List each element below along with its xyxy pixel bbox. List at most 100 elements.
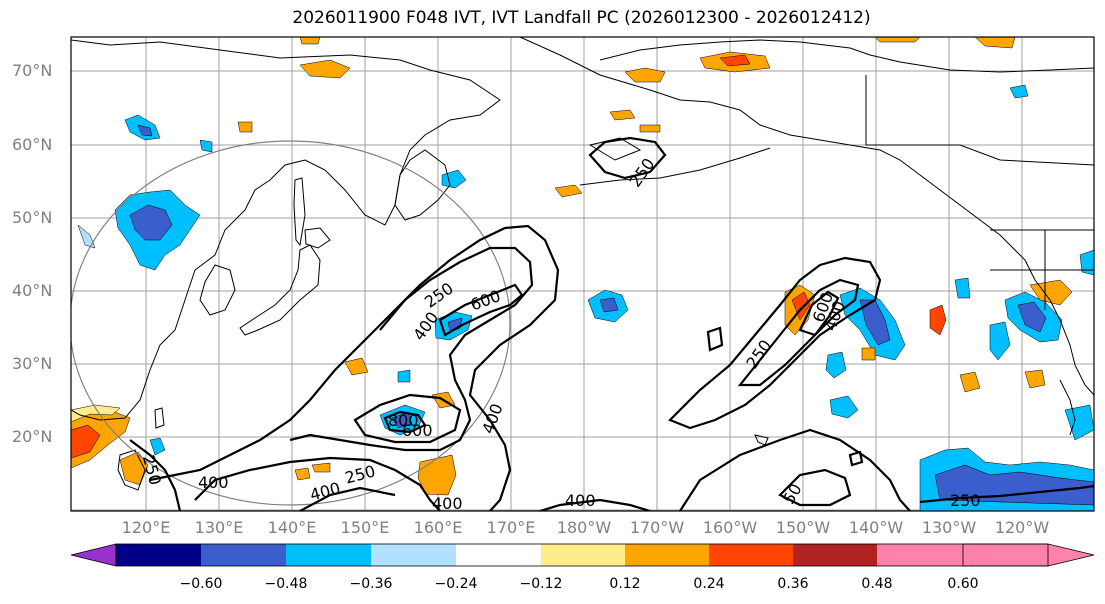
- lon-label: 170°E: [486, 518, 536, 537]
- ivt-contours: [129, 136, 1094, 511]
- colorbar-extend-right: [962, 543, 1095, 567]
- range-circle: [71, 140, 511, 506]
- shade-blob-cp-orange: [554, 184, 583, 198]
- colorbar-tick-label: −0.60: [179, 576, 223, 592]
- lon-label: 130°W: [921, 518, 977, 537]
- lon-label: 140°W: [848, 518, 904, 537]
- shade-blob-alaska-orange: [609, 109, 636, 121]
- lat-label: 40°N: [12, 281, 53, 300]
- map-background: [71, 37, 1094, 511]
- gridlines: [71, 37, 1094, 511]
- colorbar-outline: [115, 543, 1049, 567]
- contour-ep-250: [919, 484, 1094, 504]
- shade-blob-ep-orange2: [929, 304, 947, 336]
- coast-japan: [239, 244, 321, 336]
- colorbar-tick-label: 0.48: [861, 576, 893, 592]
- contour-cp-400: [737, 278, 860, 387]
- border-canada: [865, 75, 1094, 166]
- lat-label: 20°N: [12, 427, 53, 446]
- shade-blob-asia-small: [199, 139, 213, 153]
- shade-blob-np-800-core: [391, 411, 413, 429]
- shade-blob-ep-coast-core: [1017, 301, 1047, 333]
- lon-label: 130°E: [194, 518, 244, 537]
- contour-label: 250: [950, 491, 981, 510]
- shade-blob-sw-yellow: [71, 404, 121, 423]
- contour-cp-600: [798, 290, 840, 337]
- shade-blob-arctic4: [874, 37, 921, 43]
- colorbar-extend-left: [70, 543, 117, 567]
- lat-label: 30°N: [12, 354, 53, 373]
- coast-korea: [199, 264, 236, 316]
- colorbar-tick-label: −0.12: [519, 576, 563, 592]
- shade-blob-philippines: [119, 451, 149, 486]
- shade-blob-ep-orange1: [1029, 279, 1073, 306]
- colorbar-segment: [625, 544, 709, 566]
- lon-label: 180°W: [556, 518, 612, 537]
- shade-blob-ep-orange3: [959, 371, 981, 393]
- shade-blob-asia-light: [77, 224, 96, 249]
- coast-alaska-north: [599, 39, 1094, 73]
- map-title: 2026011900 F048 IVT, IVT Landfall PC (20…: [292, 8, 871, 28]
- coast-na-west: [1024, 259, 1094, 396]
- coast-alaska: [519, 37, 1026, 261]
- shade-blob-asia-core: [129, 204, 173, 241]
- shade-blob-ep-blue-big-core: [934, 464, 1094, 506]
- shade-blob-ep-orange4: [1024, 369, 1046, 389]
- contour-label: 400: [432, 494, 463, 513]
- lon-label: 160°W: [702, 518, 758, 537]
- lon-label: 150°W: [775, 518, 831, 537]
- contour-cp-sq: [848, 450, 864, 467]
- colorbar-segment: [456, 544, 541, 566]
- lon-label: 160°E: [413, 518, 463, 537]
- colorbar-segment: [201, 544, 286, 566]
- shade-blob-ep-blue6: [989, 321, 1011, 361]
- colorbar-segment: [371, 544, 456, 566]
- shade-blob-arctic3-red: [719, 54, 751, 67]
- colorbar-tick-label: 0.36: [777, 576, 809, 592]
- coast-baja: [1059, 379, 1076, 436]
- shade-blob-np-blue1-core: [447, 317, 463, 333]
- colorbar-segment: [286, 544, 371, 566]
- shade-blob-arctic2: [624, 67, 666, 83]
- colorbar-tick-label: −0.24: [434, 576, 478, 592]
- lon-label: 170°W: [629, 518, 685, 537]
- colorbar-segment: [541, 544, 625, 566]
- shade-blob-arctic6: [299, 37, 321, 45]
- contour-cp-lower-inner: [778, 468, 852, 507]
- colorbar-segment: [116, 544, 201, 566]
- colorbar-segment: [793, 544, 877, 566]
- contour-wp-800: [383, 410, 427, 434]
- shade-blob-np-blue2: [397, 369, 411, 383]
- lon-label: 150°E: [340, 518, 390, 537]
- ivt-shading: [71, 37, 1094, 511]
- border-us-states: [990, 230, 1094, 310]
- coast-asia: [71, 39, 501, 421]
- lon-label: 140°E: [267, 518, 317, 537]
- colorbar-segment: [709, 544, 793, 566]
- coast-taiwan: [154, 407, 165, 429]
- shade-blob-asia-orange: [237, 121, 253, 133]
- contour-label: 400: [565, 491, 596, 510]
- shade-blob-np-yellow: [344, 357, 369, 376]
- shade-blob-ep-blue8: [1079, 249, 1094, 276]
- contour-label: 600: [402, 421, 433, 440]
- shade-blob-cp-blue1-core: [599, 297, 619, 313]
- colorbar-segment: [877, 544, 963, 566]
- shade-blob-cp-orange2: [861, 347, 876, 361]
- shade-blob-sw-red: [71, 424, 101, 459]
- colorbar-tick-label: 0.12: [609, 576, 641, 592]
- shade-blob-ep-blue7: [954, 277, 971, 299]
- lat-label: 70°N: [12, 61, 53, 80]
- shade-blob-np-orange4: [294, 467, 311, 481]
- shade-blob-korea-core: [137, 124, 153, 137]
- coast-sakhalin: [293, 177, 306, 247]
- contour-cp-small: [706, 326, 724, 352]
- contour-wp-400-lower2: [299, 486, 396, 511]
- shade-blob-can-blue: [1009, 84, 1029, 99]
- coast-aleutians: [579, 147, 771, 186]
- contour-sw-250: [129, 439, 182, 511]
- lat-label: 50°N: [12, 208, 53, 227]
- contour-wp-250: [149, 224, 560, 511]
- shade-blob-kamchatka: [441, 169, 467, 189]
- lon-label: 120°E: [121, 518, 171, 537]
